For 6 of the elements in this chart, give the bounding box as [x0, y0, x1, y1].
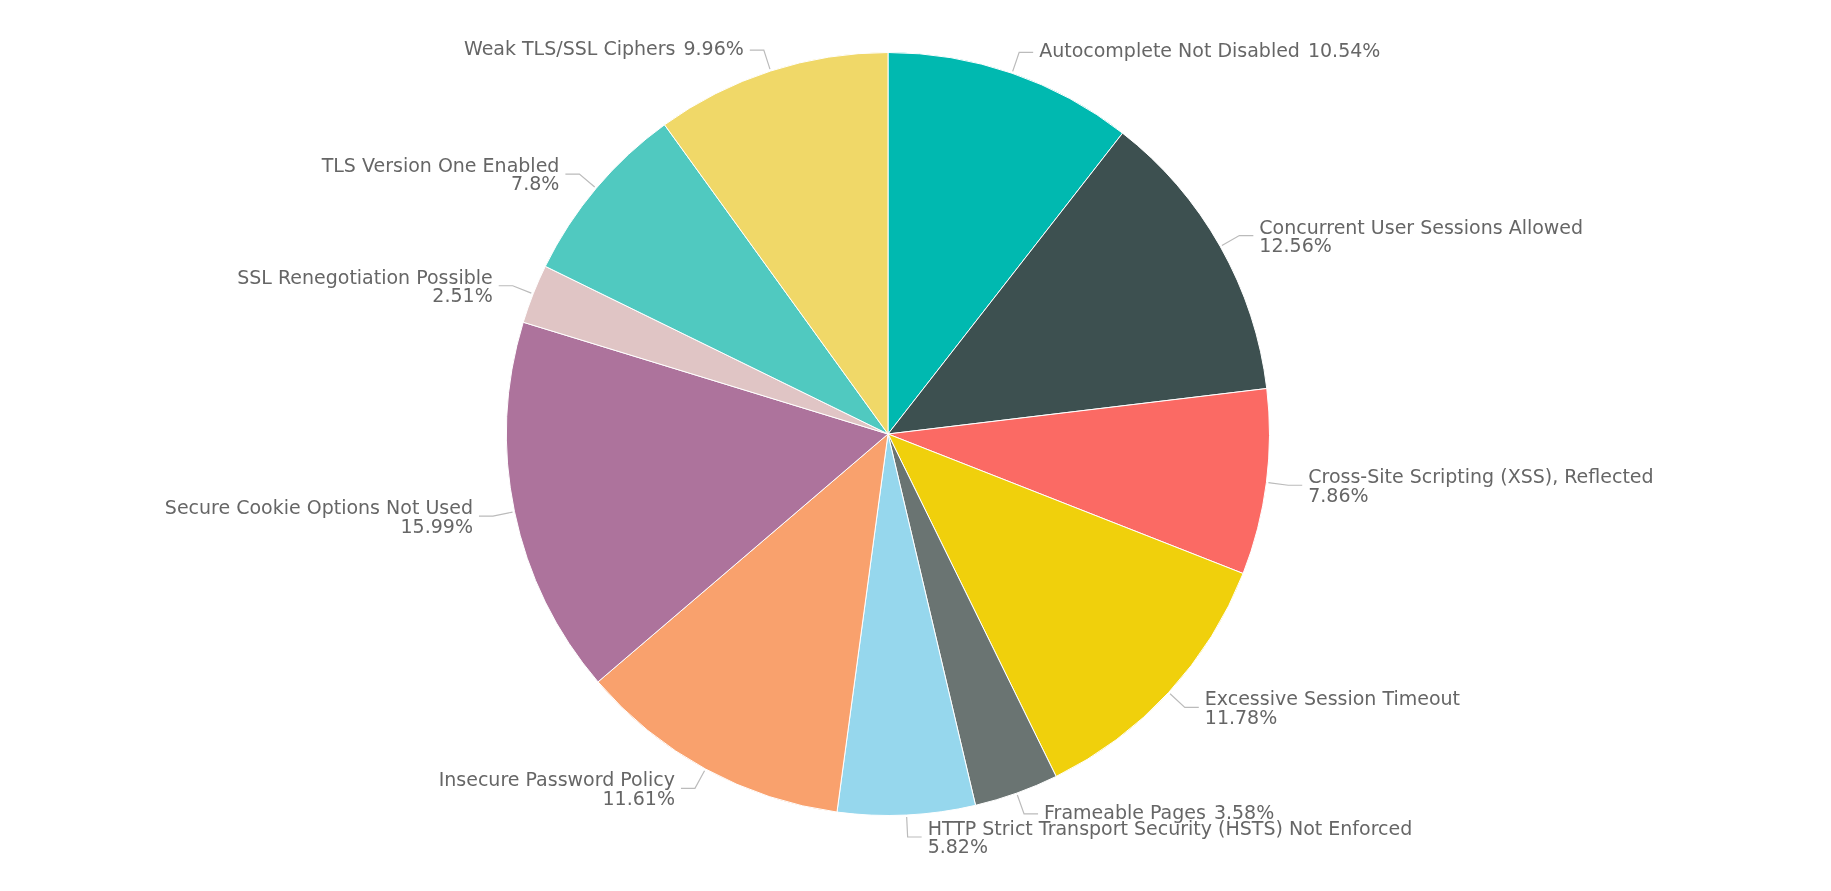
data-label: 10.54%	[1307, 39, 1381, 62]
data-label: 5.82%	[927, 835, 988, 858]
slice-label: Weak TLS/SSL Ciphers	[463, 37, 676, 60]
slice-label: Insecure Password Policy	[438, 768, 675, 791]
slice-label: Autocomplete Not Disabled	[1039, 39, 1300, 62]
data-label: 9.96%	[683, 37, 744, 60]
